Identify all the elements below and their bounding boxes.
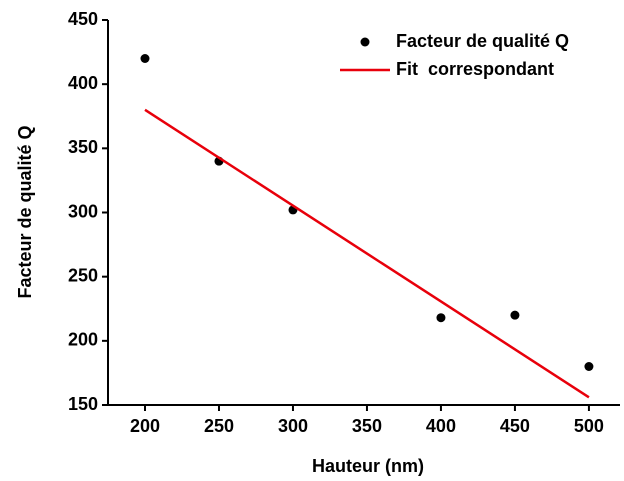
y-tick-label: 450	[68, 9, 98, 29]
y-tick-label: 200	[68, 330, 98, 350]
y-tick-label: 300	[68, 201, 98, 221]
fit-line	[144, 108, 590, 399]
legend-label: Fit correspondant	[396, 59, 554, 79]
x-tick-label: 250	[204, 416, 234, 436]
x-tick-label: 300	[278, 416, 308, 436]
x-tick-label: 500	[574, 416, 604, 436]
y-tick-label: 350	[68, 137, 98, 157]
data-point	[584, 362, 594, 371]
legend-label: Facteur de qualité Q	[396, 31, 569, 51]
data-point	[510, 310, 520, 320]
x-tick-label: 200	[130, 416, 160, 436]
legend-marker	[360, 37, 370, 47]
x-tick-label: 350	[352, 416, 382, 436]
y-tick-label: 400	[68, 73, 98, 93]
x-tick-label: 400	[426, 416, 456, 436]
x-axis-label: Hauteur (nm)	[312, 456, 424, 476]
y-tick-label: 150	[68, 394, 98, 414]
x-tick-label: 450	[500, 416, 530, 436]
y-axis-label: Facteur de qualité Q	[15, 125, 35, 298]
y-tick-label: 250	[68, 265, 98, 285]
data-point	[140, 54, 150, 63]
data-point	[436, 313, 446, 323]
